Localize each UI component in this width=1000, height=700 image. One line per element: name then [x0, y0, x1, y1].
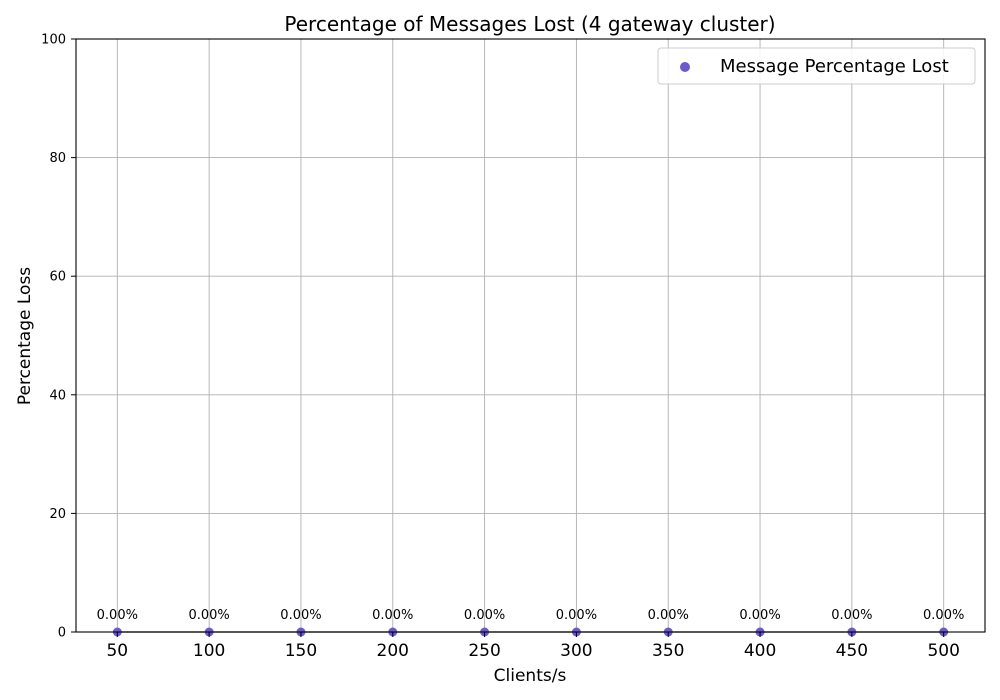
- y-tick-label: 20: [49, 507, 66, 522]
- data-label: 0.00%: [923, 608, 964, 623]
- x-tick-label: 250: [468, 641, 500, 661]
- data-label: 0.00%: [831, 608, 872, 623]
- legend-marker: [680, 62, 690, 72]
- grid: [76, 38, 985, 633]
- x-tick-label: 450: [836, 641, 868, 661]
- legend-box: [657, 47, 976, 85]
- x-tick-label: 100: [193, 641, 225, 661]
- data-label: 0.00%: [280, 608, 321, 623]
- x-tick-label: 300: [560, 641, 592, 661]
- y-tick-label: 0: [58, 626, 66, 641]
- data-label: 0.00%: [188, 608, 229, 623]
- data-label: 0.00%: [648, 608, 689, 623]
- data-label: 0.00%: [556, 608, 597, 623]
- y-axis-label: Percentage Loss: [15, 267, 35, 405]
- y-axis-ticks: 0 20 40 60 80 100: [41, 33, 76, 641]
- data-label: 0.00%: [464, 608, 505, 623]
- y-tick-label: 80: [49, 151, 66, 166]
- y-tick-label: 60: [49, 270, 66, 285]
- data-label: 0.00%: [97, 608, 138, 623]
- data-label: 0.00%: [739, 608, 780, 623]
- x-axis-label: Clients/s: [494, 666, 567, 686]
- x-tick-label: 500: [927, 641, 959, 661]
- plot-frame: [75, 38, 986, 633]
- data-labels: 0.00% 0.00% 0.00% 0.00% 0.00% 0.00% 0.00% 0.00%…: [97, 608, 965, 623]
- data-label: 0.00%: [372, 608, 413, 623]
- y-tick-label: 40: [49, 388, 66, 403]
- y-tick-label: 100: [41, 33, 66, 48]
- x-tick-label: 150: [285, 641, 317, 661]
- legend-label: Message Percentage Lost: [720, 56, 949, 77]
- x-tick-label: 350: [652, 641, 684, 661]
- x-tick-label: 200: [377, 641, 409, 661]
- legend: Message Percentage Lost: [657, 47, 976, 85]
- x-axis-ticks: 50 100 150 200 250 300 350 400 450 500: [106, 632, 960, 661]
- x-tick-label: 400: [744, 641, 776, 661]
- x-tick-label: 50: [106, 641, 128, 661]
- chart-title: Percentage of Messages Lost (4 gateway c…: [284, 12, 775, 36]
